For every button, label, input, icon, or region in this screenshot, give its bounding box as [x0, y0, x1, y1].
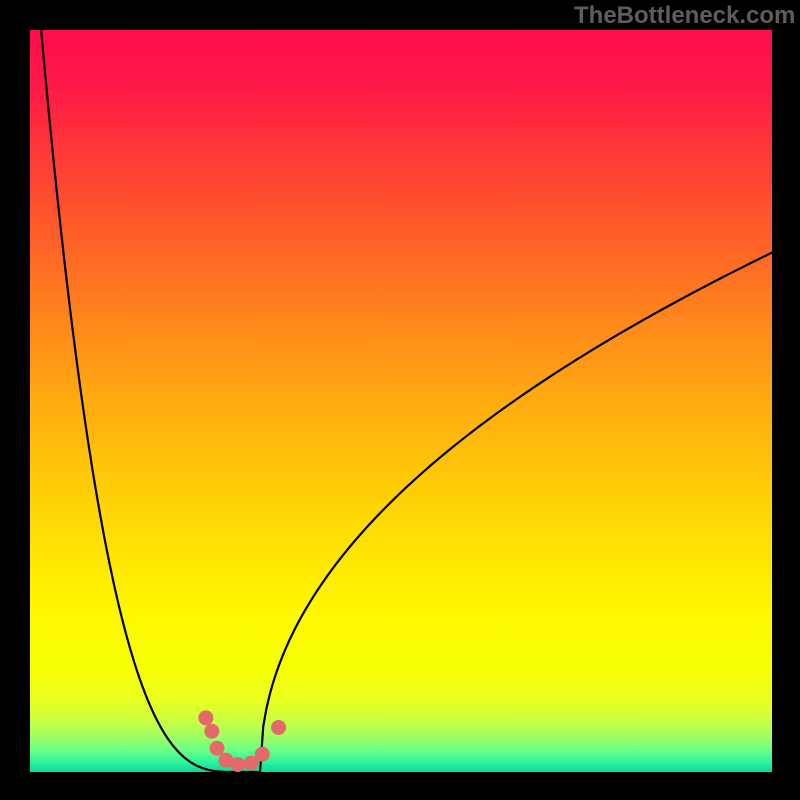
- marker-dot: [209, 741, 224, 756]
- plot-area: [30, 30, 772, 772]
- watermark-text: TheBottleneck.com: [574, 2, 795, 30]
- marker-dot: [271, 720, 286, 735]
- marker-dot: [198, 710, 213, 725]
- bottleneck-chart: [0, 0, 800, 800]
- marker-dot: [204, 724, 219, 739]
- marker-dot: [255, 747, 270, 762]
- marker-dot: [230, 757, 245, 772]
